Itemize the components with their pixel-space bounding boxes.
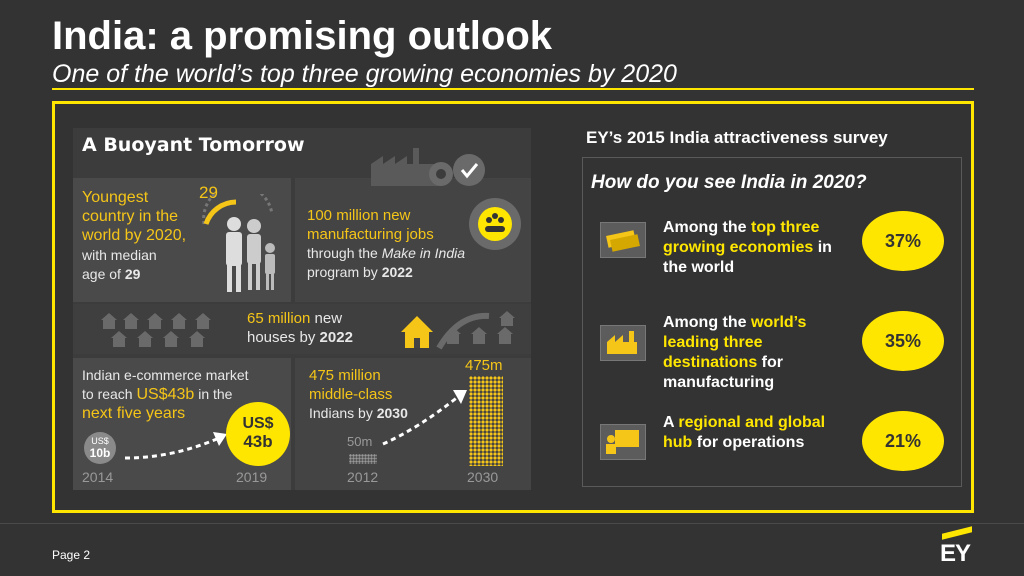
infographic-title: A Buoyant Tomorrow: [73, 128, 349, 160]
logo-bar: [942, 526, 972, 540]
page-subtitle: One of the world’s top three growing eco…: [52, 60, 677, 88]
factory-gears-icon: [371, 148, 521, 250]
survey-question: How do you see India in 2020?: [591, 172, 867, 193]
factory-icon: [600, 325, 646, 361]
mc-year-end: 2030: [467, 469, 499, 485]
mc-line1: 475 million: [309, 367, 381, 384]
mc-growth-arrow: [382, 390, 467, 446]
youngest-line5a: age of: [82, 266, 125, 282]
survey-heading: EY’s 2015 India attractiveness survey: [586, 128, 888, 147]
jobs-line1: 100 million new: [307, 207, 411, 224]
age-badge: 29: [199, 183, 218, 202]
page-title: India: a promising outlook: [52, 14, 552, 58]
houses-new: new: [310, 310, 343, 327]
houses-row-icon: [101, 313, 211, 347]
small-coin-line1: US$: [91, 436, 109, 446]
mc-line3a: Indians by: [309, 405, 377, 421]
houses-year: 2022: [319, 329, 353, 346]
youngest-age: 29: [124, 266, 141, 282]
survey-row-1-text: Among the top three growing economies in…: [663, 219, 832, 276]
mc-year-start: 2012: [347, 469, 379, 485]
survey-box: [582, 157, 962, 487]
survey-row-1-percent: 37%: [862, 211, 944, 271]
youngest-line2: country in the: [82, 208, 179, 225]
mc-line2: middle-class: [309, 386, 393, 403]
ecom-year-end: 2019: [236, 469, 268, 485]
logo-text: EY: [940, 540, 971, 567]
houses-line2a: houses by: [247, 329, 320, 346]
presentation-icon: [600, 424, 646, 460]
big-coin-line1: US$: [242, 415, 274, 432]
jobs-line3a: through the: [307, 245, 382, 261]
youngest-line4: with median: [82, 247, 157, 263]
jobs-line3b: Make in India: [381, 245, 466, 261]
ecom-year-start: 2014: [82, 469, 114, 485]
mc-big-label: 475m: [465, 357, 503, 374]
ecom-line2c: in the: [194, 386, 233, 402]
ecom-line1: Indian e-commerce market: [82, 367, 249, 383]
content-frame: [52, 101, 974, 513]
big-coin-line2: 43b: [243, 432, 273, 451]
small-coin: US$ 10b: [84, 432, 116, 464]
money-stack-icon: [600, 222, 646, 258]
mc-year: 2030: [376, 405, 408, 421]
ecom-growth-arrow: [124, 432, 227, 460]
mc-small-label: 50m: [347, 434, 373, 449]
jobs-line2: manufacturing jobs: [307, 226, 434, 243]
big-houses-icon: [401, 311, 515, 350]
mc-big-bar: [469, 376, 503, 466]
survey-row-2-text: Among the world’s leading three destinat…: [663, 314, 807, 391]
age-dial-icon: [202, 194, 274, 225]
survey-row-3-text: A regional and global hub for operations: [663, 414, 826, 451]
family-icon: [226, 217, 275, 292]
survey-row-2-percent: 35%: [862, 311, 944, 371]
ey-logo: EY: [938, 526, 978, 567]
survey-row-3-percent: 21%: [862, 411, 944, 471]
infographic-panel: Youngest country in the world by 2020, w…: [73, 128, 531, 490]
title-underline: [52, 88, 974, 90]
ecom-line3: next five years: [82, 405, 186, 422]
mc-small-bar: [349, 454, 377, 464]
ecom-value: US$43b: [136, 386, 195, 403]
houses-count: 65 million: [247, 310, 311, 327]
footer-divider: [0, 523, 1024, 524]
youngest-line3: world by 2020,: [82, 227, 187, 244]
jobs-year: 2022: [381, 264, 413, 280]
small-coin-line2: 10b: [89, 446, 111, 460]
ecom-line2a: to reach: [82, 386, 137, 402]
youngest-line1: Youngest: [82, 189, 149, 206]
page-number: Page 2: [52, 548, 91, 562]
big-coin: US$ 43b: [226, 402, 290, 466]
jobs-line4a: program by: [307, 264, 382, 280]
